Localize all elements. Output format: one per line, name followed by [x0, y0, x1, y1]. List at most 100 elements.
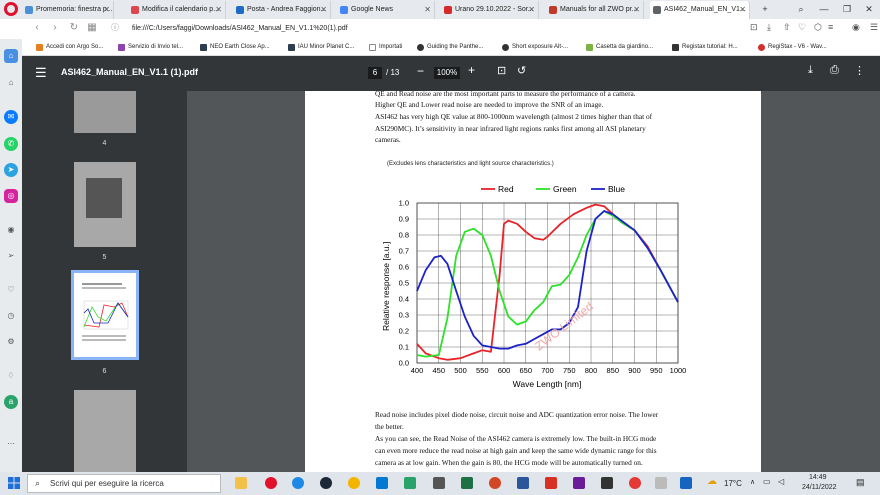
opera-taskbar-icon[interactable] [265, 477, 277, 489]
new-tab-icon[interactable]: + [762, 4, 768, 14]
share-icon[interactable]: ⇧ [783, 22, 791, 32]
word-icon[interactable] [517, 477, 529, 489]
heart-icon[interactable]: ♡ [7, 285, 15, 294]
extension-icon[interactable]: a [4, 395, 18, 409]
bookmark-argo[interactable]: Accedi con Argo So... [36, 39, 103, 56]
back-icon[interactable]: ‹ [35, 22, 39, 33]
home-icon[interactable]: ⌂ [8, 78, 14, 87]
zoom-out-icon[interactable]: − [417, 64, 425, 78]
tab-close-icon[interactable]: ✕ [739, 5, 746, 14]
app2-icon[interactable] [573, 477, 585, 489]
bookmark-guiding[interactable]: Guiding the Panthe... [417, 39, 483, 56]
reload-icon[interactable]: ↻ [69, 22, 79, 33]
tab-promemoria[interactable]: Promemoria: finestra p... ✕ [22, 1, 114, 19]
bookmark-servizio[interactable]: Servizio di Invio tel... [118, 39, 183, 56]
volume-icon[interactable]: ◁ [778, 477, 785, 486]
whatsapp-icon[interactable]: ✆ [4, 137, 18, 151]
tab-close-icon[interactable]: ✕ [633, 5, 640, 14]
calculator-icon[interactable] [433, 477, 445, 489]
tab-zwo-manuals[interactable]: Manuals for all ZWO pr... ✕ [546, 1, 644, 19]
tab-close-icon[interactable]: ✕ [215, 5, 222, 14]
file-explorer-icon[interactable] [235, 477, 247, 489]
page-number-input[interactable]: 6 [368, 67, 382, 79]
clock-time[interactable]: 14:49 [809, 474, 827, 481]
bookmark-folder-importati[interactable]: Importati [369, 39, 402, 56]
app3-icon[interactable] [601, 477, 613, 489]
forward-icon[interactable]: › [53, 22, 57, 33]
temperature[interactable]: 17°C [724, 479, 742, 488]
pdf-app-icon[interactable] [545, 477, 557, 489]
steam-icon[interactable] [320, 477, 332, 489]
mail-icon[interactable] [376, 477, 388, 489]
opera-menu-icon[interactable] [4, 2, 18, 16]
tab-close-icon[interactable]: ✕ [103, 5, 110, 14]
grid-icon[interactable]: ▦ [87, 22, 97, 33]
tray-chevron-icon[interactable]: ∧ [750, 479, 756, 486]
messenger-icon[interactable]: ✉ [4, 110, 18, 124]
menu-lines-icon[interactable]: ≡ [828, 22, 834, 32]
fit-page-icon[interactable]: ⊡ [497, 65, 507, 77]
maximize-icon[interactable]: ❐ [842, 4, 852, 14]
minimize-icon[interactable]: — [819, 4, 829, 14]
tab-urano[interactable]: Urano 29.10.2022 - Sor... ✕ [441, 1, 539, 19]
tab-favicon [131, 6, 139, 14]
bookmark-casetta[interactable]: Casetta da giardino... [586, 39, 653, 56]
taskbar-search-input[interactable]: ⌕ Scrivi qui per eseguire la ricerca [27, 474, 221, 493]
download-icon[interactable]: ⤓ [767, 22, 771, 32]
app6-icon[interactable] [680, 477, 692, 489]
edge-icon[interactable] [292, 477, 304, 489]
bookmark-iau[interactable]: IAU Minor Planet C... [288, 39, 354, 56]
notification-icon[interactable]: ▤ [856, 477, 865, 487]
close-window-icon[interactable]: ✕ [865, 4, 873, 14]
zoom-in-icon[interactable]: + [468, 63, 476, 77]
more-options-icon[interactable]: ⋮ [854, 65, 865, 77]
bookmark-registax-tutorial[interactable]: Registax tutorial: H... [672, 39, 738, 56]
bookmark-registax-v6[interactable]: RegiStax - V6 - Wav... [758, 39, 827, 56]
tab-close-icon[interactable]: ✕ [320, 5, 327, 14]
history-icon[interactable]: ◷ [7, 311, 15, 320]
app-icon[interactable] [404, 477, 416, 489]
tab-calendario[interactable]: Modifica il calendario p... ✕ [128, 1, 226, 19]
print-icon[interactable]: ⎙ [830, 64, 839, 76]
instagram-icon[interactable]: ◎ [4, 189, 18, 203]
lightbulb-icon[interactable]: ♢ [7, 371, 15, 380]
chrome-icon[interactable] [348, 477, 360, 489]
bookmark-heart-icon[interactable]: ♡ [798, 22, 807, 32]
thumbnail-page-6[interactable] [71, 270, 139, 360]
more-icon[interactable]: ⋯ [7, 439, 15, 448]
bookmark-short-exposure[interactable]: Short exposure Alt-... [502, 39, 568, 56]
weather-icon[interactable]: ☁ [707, 476, 717, 487]
tab-close-icon[interactable]: ✕ [424, 5, 431, 14]
zoom-input[interactable]: 100% [434, 67, 460, 79]
send-icon[interactable]: ➢ [7, 251, 15, 260]
speed-dial-icon[interactable]: ⌂ [4, 49, 18, 63]
telegram-icon[interactable]: ➤ [4, 163, 18, 177]
bookmark-neo[interactable]: NEO Earth Close Ap... [200, 39, 270, 56]
sidebar-toggle-icon[interactable]: ☰ [35, 65, 47, 80]
tab-close-icon[interactable]: ✕ [528, 5, 535, 14]
player-icon[interactable]: ◉ [7, 225, 15, 234]
tab-google-news[interactable]: Google News ✕ [337, 1, 435, 19]
excel-icon[interactable] [461, 477, 473, 489]
thumbnail-page-5[interactable] [74, 162, 136, 247]
settings-icon[interactable]: ⚙ [7, 337, 15, 346]
rotate-icon[interactable]: ↺ [517, 65, 527, 77]
app5-icon[interactable] [655, 477, 667, 489]
thumbnail-page-4[interactable] [74, 91, 136, 133]
thumbnail-page-7[interactable] [74, 390, 136, 472]
clock-date[interactable]: 24/11/2022 [802, 484, 837, 491]
powerpoint-icon[interactable] [489, 477, 501, 489]
camera-icon[interactable]: ⊡ [750, 22, 758, 32]
tab-asi462-manual[interactable]: ASI462_Manual_EN_V1... ✕ [650, 1, 750, 19]
cube-icon[interactable]: ⬡ [814, 22, 822, 32]
network-icon[interactable]: ▭ [763, 477, 771, 486]
url-field[interactable]: file:///C:/Users/faggi/Downloads/ASI462_… [132, 25, 348, 32]
tab-search-icon[interactable]: ⌕ [798, 4, 804, 14]
easy-setup-icon[interactable]: ☰ [870, 22, 879, 32]
y-tick-label: 0.6 [399, 263, 409, 272]
app4-icon[interactable] [629, 477, 641, 489]
windows-start-icon[interactable] [8, 477, 20, 489]
download-pdf-icon[interactable]: ⤓ [808, 64, 813, 76]
tab-posta[interactable]: Posta - Andrea Faggion... ✕ [233, 1, 331, 19]
profile-icon[interactable]: ◉ [852, 22, 860, 32]
